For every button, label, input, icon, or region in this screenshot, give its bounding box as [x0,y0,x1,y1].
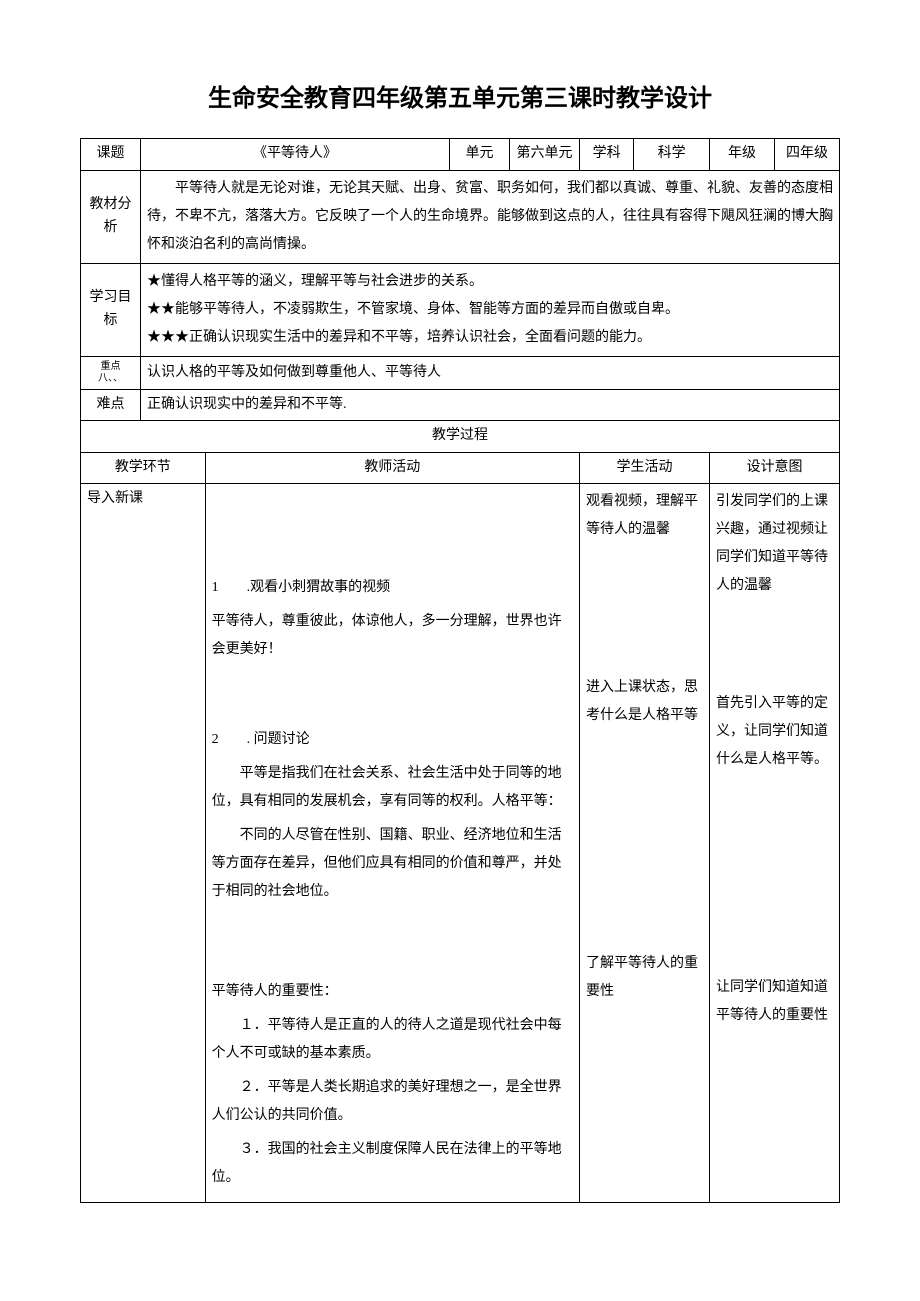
label-difficulty: 难点 [81,389,141,420]
difficulty-row: 难点 正确认识现实中的差异和不平等. [81,389,840,420]
col-teacher: 教师活动 [205,452,579,483]
analysis-text: 平等待人就是无论对谁，无论其天赋、出身、贫富、职务如何，我们都以真诚、尊重、礼貌… [147,175,833,259]
key-label-sub: 八、、 [98,373,123,384]
process-title: 教学过程 [81,421,840,452]
value-grade: 四年级 [775,139,840,170]
teacher-p1-title: 1 .观看小刺猬故事的视频 [212,574,573,602]
intent-cell: 引发同学们的上课兴趣，通过视频让同学们知道平等待人的温馨 首先引入平等的定义，让… [710,483,840,1202]
teacher-p2-body1: 平等是指我们在社会关系、社会生活中处于同等的地位，具有相同的发展机会，享有同等的… [212,760,573,816]
lesson-plan-table: 课题 《平等待人》 单元 第六单元 学科 科学 年级 四年级 教材分析 平等待人… [80,138,840,1203]
label-key: 重点 八、、 [81,356,141,389]
p1-num: 1 [212,580,219,595]
key-label-main: 重点 [101,361,121,372]
student-s3: 了解平等待人的重要性 [586,730,703,1006]
student-cell: 观看视频，理解平等待人的温馨 进入上课状态，思考什么是人格平等 了解平等待人的重… [580,483,710,1202]
intent-i2: 首先引入平等的定义，让同学们知道什么是人格平等。 [716,600,833,774]
label-grade: 年级 [710,139,775,170]
intent-i1: 引发同学们的上课兴趣，通过视频让同学们知道平等待人的温馨 [716,488,833,600]
document-title: 生命安全教育四年级第五单元第三课时教学设计 [80,80,840,118]
teacher-p3-item2: ２．平等是人类长期追求的美好理想之一，是全世界人们公认的共同价值。 [212,1074,573,1130]
label-topic: 课题 [81,139,141,170]
intent-i3: 让同学们知道知道平等待人的重要性 [716,774,833,1030]
process-row-1: 导入新课 1 .观看小刺猬故事的视频 平等待人，尊重彼此，体谅他人，多一分理解，… [81,483,840,1202]
teacher-p3-title: 平等待人的重要性： [212,978,573,1006]
teacher-p3-item3: ３．我国的社会主义制度保障人民在法律上的平等地位。 [212,1136,573,1192]
teacher-p1-body: 平等待人，尊重彼此，体谅他人，多一分理解，世界也许会更美好！ [212,608,573,664]
process-title-row: 教学过程 [81,421,840,452]
label-subject: 学科 [580,139,634,170]
header-row: 课题 《平等待人》 单元 第六单元 学科 科学 年级 四年级 [81,139,840,170]
teacher-cell: 1 .观看小刺猬故事的视频 平等待人，尊重彼此，体谅他人，多一分理解，世界也许会… [205,483,579,1202]
objectives-content: ★懂得人格平等的涵义，理解平等与社会进步的关系。 ★★能够平等待人，不凌弱欺生，… [141,263,840,356]
student-s1: 观看视频，理解平等待人的温馨 [586,488,703,544]
label-analysis: 教材分析 [81,170,141,263]
objective-1: ★懂得人格平等的涵义，理解平等与社会进步的关系。 [147,268,833,296]
analysis-content: 平等待人就是无论对谁，无论其天赋、出身、贫富、职务如何，我们都以真诚、尊重、礼貌… [141,170,840,263]
process-columns-row: 教学环节 教师活动 学生活动 设计意图 [81,452,840,483]
teacher-p2-body2: 不同的人尽管在性别、国籍、职业、经济地位和生活等方面存在差异，但他们应具有相同的… [212,822,573,906]
difficulty-content: 正确认识现实中的差异和不平等. [141,389,840,420]
p2-title-text: . 问题讨论 [247,732,310,747]
objectives-row: 学习目标 ★懂得人格平等的涵义，理解平等与社会进步的关系。 ★★能够平等待人，不… [81,263,840,356]
teacher-p2-title: 2 . 问题讨论 [212,726,573,754]
student-s2: 进入上课状态，思考什么是人格平等 [586,544,703,730]
teacher-p3-item1: １．平等待人是正直的人的待人之道是现代社会中每个人不可或缺的基本素质。 [212,1012,573,1068]
label-objectives: 学习目标 [81,263,141,356]
col-stage: 教学环节 [81,452,206,483]
stage-cell: 导入新课 [81,483,206,1202]
objective-3: ★★★正确认识现实生活中的差异和不平等，培养认识社会，全面看问题的能力。 [147,324,833,352]
analysis-row: 教材分析 平等待人就是无论对谁，无论其天赋、出身、贫富、职务如何，我们都以真诚、… [81,170,840,263]
col-intent: 设计意图 [710,452,840,483]
value-unit: 第六单元 [510,139,580,170]
p1-title-text: .观看小刺猬故事的视频 [247,580,391,595]
label-unit: 单元 [450,139,510,170]
objective-2: ★★能够平等待人，不凌弱欺生，不管家境、身体、智能等方面的差异而自傲或自卑。 [147,296,833,324]
col-student: 学生活动 [580,452,710,483]
key-content: 认识人格的平等及如何做到尊重他人、平等待人 [141,356,840,389]
value-topic: 《平等待人》 [141,139,450,170]
value-subject: 科学 [634,139,710,170]
key-row: 重点 八、、 认识人格的平等及如何做到尊重他人、平等待人 [81,356,840,389]
p2-num: 2 [212,732,219,747]
